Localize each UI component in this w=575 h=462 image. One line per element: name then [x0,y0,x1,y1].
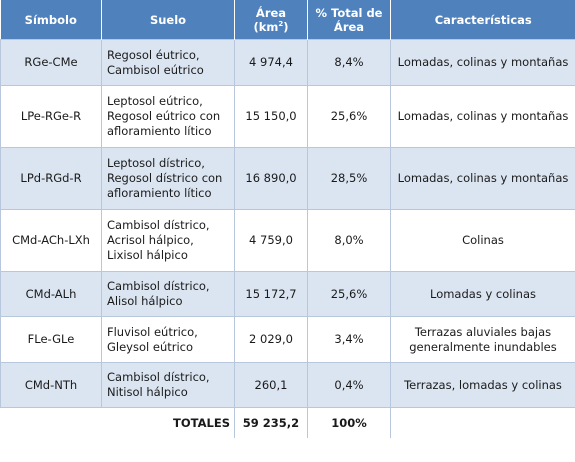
cell-pct: 3,4% [307,316,391,363]
cell-suelo: Cambisol dístrico, Alisol hálpico [101,271,235,317]
cell-pct: 28,5% [307,147,391,210]
table-row: FLe-GLe Fluvisol eútrico, Gleysol eútric… [0,316,575,363]
cell-area: 260,1 [234,362,308,408]
table-row: CMd-NTh Cambisol dístrico, Nitisol hálpi… [0,362,575,408]
cell-pct: 8,0% [307,209,391,272]
cell-simbolo: CMd-ACh-LXh [0,209,102,272]
cell-suelo: Cambisol dístrico, Acrisol hálpico, Lixi… [101,209,235,272]
cell-suelo: Leptosol dístrico, Regosol dístrico con … [101,147,235,210]
totals-area: 59 235,2 [234,407,308,438]
soil-table: Símbolo Suelo Área (km2) % Total de Área… [0,0,575,438]
totals-row: TOTALES 59 235,2 100% [0,407,575,438]
table-row: CMd-ACh-LXh Cambisol dístrico, Acrisol h… [0,209,575,272]
header-pct: % Total de Área [307,0,391,40]
cell-area: 16 890,0 [234,147,308,210]
cell-area: 4 974,4 [234,39,308,86]
totals-empty [390,407,575,438]
totals-pct: 100% [307,407,391,438]
cell-suelo: Leptosol eútrico, Regosol eútrico con af… [101,85,235,148]
header-caracteristicas: Características [390,0,575,40]
cell-caracteristicas: Lomadas y colinas [390,271,575,317]
cell-caracteristicas: Lomadas, colinas y montañas [390,39,575,86]
table-row: RGe-CMe Regosol éutrico, Cambisol eútric… [0,39,575,86]
header-area-close: ) [283,19,289,34]
cell-caracteristicas: Terrazas, lomadas y colinas [390,362,575,408]
header-area-text: Área (km [253,5,287,34]
cell-simbolo: RGe-CMe [0,39,102,86]
cell-simbolo: CMd-NTh [0,362,102,408]
cell-pct: 8,4% [307,39,391,86]
cell-area: 15 172,7 [234,271,308,317]
cell-simbolo: CMd-ALh [0,271,102,317]
cell-pct: 0,4% [307,362,391,408]
table-row: LPd-RGd-R Leptosol dístrico, Regosol dís… [0,147,575,210]
cell-pct: 25,6% [307,85,391,148]
table-row: CMd-ALh Cambisol dístrico, Alisol hálpic… [0,271,575,317]
cell-simbolo: FLe-GLe [0,316,102,363]
cell-caracteristicas: Colinas [390,209,575,272]
cell-suelo: Fluvisol eútrico, Gleysol eútrico [101,316,235,363]
cell-caracteristicas: Lomadas, colinas y montañas [390,147,575,210]
header-row: Símbolo Suelo Área (km2) % Total de Área… [0,0,575,40]
table-row: LPe-RGe-R Leptosol eútrico, Regosol eútr… [0,85,575,148]
cell-area: 15 150,0 [234,85,308,148]
totals-label: TOTALES [0,407,235,438]
cell-simbolo: LPd-RGd-R [0,147,102,210]
cell-area: 2 029,0 [234,316,308,363]
cell-caracteristicas: Terrazas aluviales bajas generalmente in… [390,316,575,363]
cell-area: 4 759,0 [234,209,308,272]
header-suelo: Suelo [101,0,235,40]
cell-simbolo: LPe-RGe-R [0,85,102,148]
header-area-sup: 2 [278,19,284,28]
header-simbolo: Símbolo [0,0,102,40]
header-area: Área (km2) [234,0,308,40]
cell-caracteristicas: Lomadas, colinas y montañas [390,85,575,148]
cell-suelo: Regosol éutrico, Cambisol eútrico [101,39,235,86]
cell-suelo: Cambisol dístrico, Nitisol hálpico [101,362,235,408]
cell-pct: 25,6% [307,271,391,317]
